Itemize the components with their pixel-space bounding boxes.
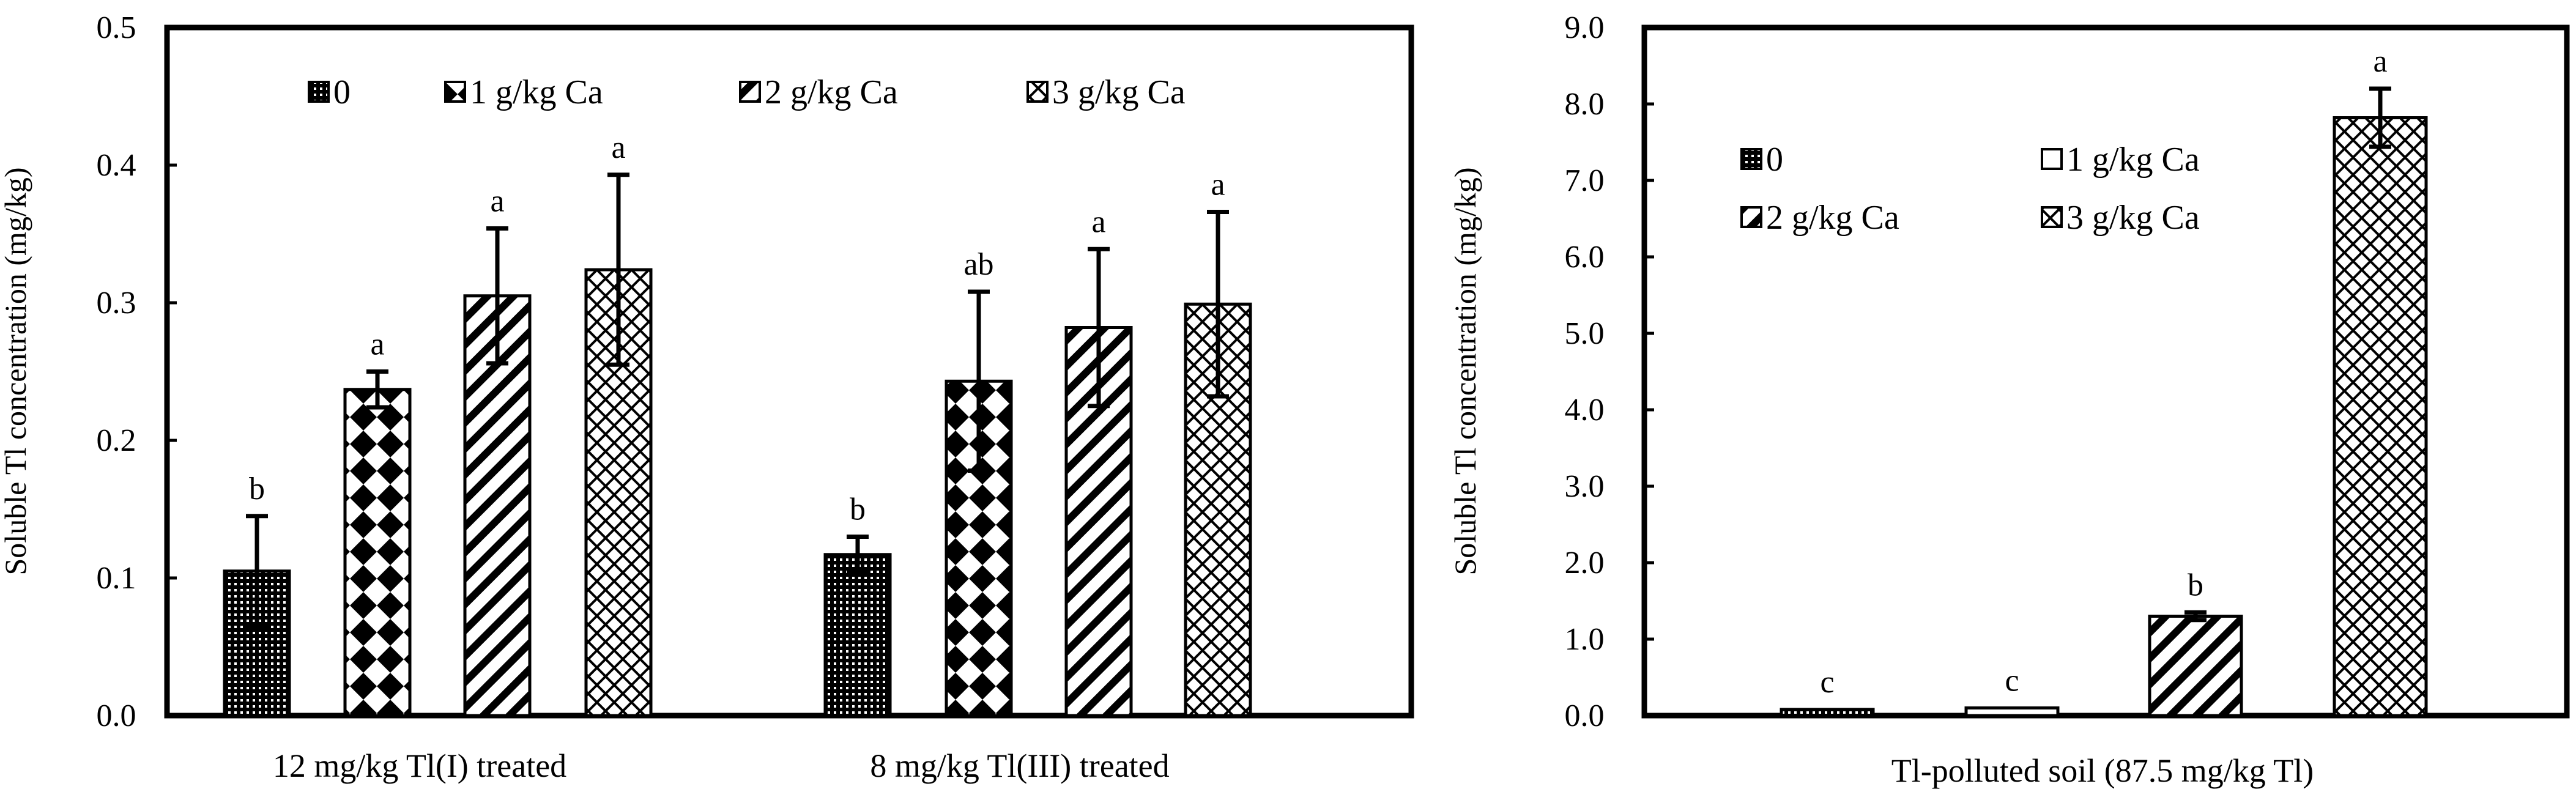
- left-x-category-1: 12 mg/kg Tl(I) treated: [273, 747, 566, 784]
- left-x-category-2: 8 mg/kg Tl(III) treated: [870, 747, 1169, 784]
- left-bar: [343, 388, 412, 717]
- right-x-category-1: Tl-polluted soil (87.5 mg/kg Tl): [1891, 752, 2314, 789]
- right-y-tick-label: 5.0: [1565, 316, 1605, 351]
- right-bar: [1964, 706, 2060, 717]
- left-y-tick-label: 0.2: [97, 423, 136, 458]
- left-significance-letter: ab: [963, 247, 993, 282]
- left-legend: 0 1 g/kg Ca 2 g/kg Ca 3 g/kg Ca: [308, 73, 1186, 111]
- right-bar: [2148, 615, 2243, 717]
- right-legend-label: 3 g/kg Ca: [2066, 199, 2200, 237]
- right-legend-swatch: [1740, 148, 1762, 170]
- left-chart: Soluble Tl concentration (mg/kg) 0.00.10…: [0, 10, 1414, 784]
- right-y-tick-label: 4.0: [1565, 393, 1605, 428]
- left-significance-letter: b: [850, 492, 866, 527]
- right-bar: [2333, 116, 2428, 717]
- right-legend-swatch: [1740, 206, 1762, 228]
- right-y-tick-label: 3.0: [1565, 469, 1605, 504]
- right-chart: Soluble Tl concentration (mg/kg) 0.0 1.0 2…: [1448, 10, 2570, 789]
- right-legend-label: 0: [1766, 141, 1783, 179]
- left-plot-frame: [164, 24, 1414, 719]
- right-legend: 0 1 g/kg Ca 2 g/kg Ca 3 g/kg Ca: [1740, 141, 2200, 237]
- right-y-axis-label: Soluble Tl concentration (mg/kg): [1448, 168, 1482, 576]
- right-y-tick-label: 9.0: [1565, 10, 1605, 45]
- left-legend-label: 2 g/kg Ca: [765, 73, 898, 111]
- right-legend-swatch: [2041, 206, 2063, 228]
- left-bar: [823, 553, 892, 717]
- left-y-tick-label: 0.5: [97, 10, 136, 45]
- right-significance-letter: a: [2373, 44, 2387, 79]
- left-significance-letter: b: [249, 472, 265, 506]
- left-bar: [463, 294, 532, 717]
- right-legend-label: 1 g/kg Ca: [2066, 141, 2200, 179]
- right-bars: c c b a: [1780, 44, 2428, 717]
- right-y-ticks: 0.0 1.0 2.0 3.0 4.0 5.0 6.0 7.0 8.0 9.0: [1565, 10, 1654, 733]
- left-legend-label: 3 g/kg Ca: [1052, 73, 1186, 111]
- right-y-tick-label: 7.0: [1565, 163, 1605, 198]
- right-bar: [1780, 708, 1875, 717]
- right-legend-swatch: [2041, 148, 2063, 170]
- left-significance-letter: a: [1211, 168, 1225, 202]
- right-y-tick-label: 1.0: [1565, 622, 1605, 657]
- right-plot-frame: [1641, 24, 2570, 719]
- left-significance-letter: a: [1091, 204, 1105, 239]
- left-y-axis-label: Soluble Tl concentration (mg/kg): [0, 168, 32, 576]
- left-legend-swatch: [739, 81, 761, 103]
- right-y-tick-label: 0.0: [1565, 698, 1605, 733]
- left-legend-label: 1 g/kg Ca: [470, 73, 603, 111]
- left-legend-swatch: [308, 81, 330, 103]
- right-significance-letter: b: [2188, 568, 2203, 602]
- left-significance-letter: a: [611, 130, 625, 165]
- right-y-tick-label: 8.0: [1565, 87, 1605, 122]
- left-y-tick-label: 0.3: [97, 286, 136, 320]
- left-legend-swatch: [1026, 81, 1049, 103]
- left-significance-letter: a: [370, 327, 384, 362]
- right-y-tick-label: 6.0: [1565, 240, 1605, 275]
- left-y-ticks: 0.0 0.1 0.2 0.3 0.4 0.5: [97, 10, 177, 733]
- right-significance-letter: c: [1820, 665, 1834, 700]
- left-y-tick-label: 0.4: [97, 148, 136, 183]
- right-y-tick-label: 2.0: [1565, 546, 1605, 580]
- left-y-tick-label: 0.1: [97, 561, 136, 596]
- left-legend-label: 0: [333, 73, 351, 111]
- left-significance-letter: a: [490, 184, 504, 219]
- right-significance-letter: c: [2005, 664, 2019, 698]
- right-legend-label: 2 g/kg Ca: [1766, 199, 1899, 237]
- left-legend-swatch: [444, 81, 466, 103]
- left-y-tick-label: 0.0: [97, 698, 136, 733]
